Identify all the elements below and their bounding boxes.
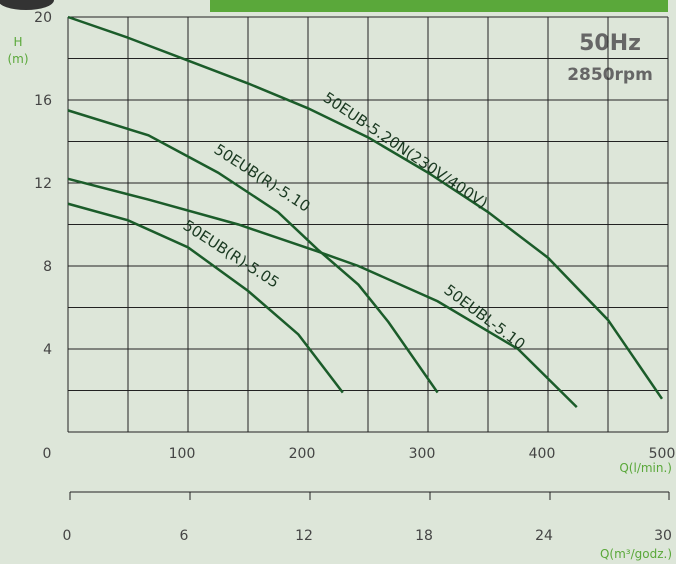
header-bar xyxy=(210,0,668,12)
annotation: 50Hz xyxy=(579,31,641,56)
curve xyxy=(67,15,664,400)
y-tick-label: 8 xyxy=(43,259,52,275)
x2-tick-label: 24 xyxy=(535,528,553,544)
x-axis-label: Q(l/min.) xyxy=(619,461,672,475)
x-tick-label: 100 xyxy=(169,446,196,462)
y-tick-label: 16 xyxy=(34,93,52,109)
x-tick-label: 500 xyxy=(649,446,676,462)
curve xyxy=(67,202,344,394)
x-tick-label: 400 xyxy=(529,446,556,462)
y-axis-label: H xyxy=(13,35,22,49)
x-tick-label: 200 xyxy=(289,446,316,462)
x2-axis-label: Q(m³/godz.) xyxy=(600,547,672,561)
annotation: 2850rpm xyxy=(567,65,653,85)
x-tick-label: 0 xyxy=(43,446,52,462)
logo xyxy=(0,0,54,10)
curve xyxy=(67,177,578,408)
x2-tick-label: 6 xyxy=(180,528,189,544)
curve xyxy=(67,109,439,394)
y-tick-label: 4 xyxy=(43,342,52,358)
y-tick-label: 12 xyxy=(34,176,52,192)
y-axis-label: (m) xyxy=(7,52,28,66)
x-tick-label: 300 xyxy=(409,446,436,462)
x2-tick-label: 12 xyxy=(295,528,313,544)
x2-tick-label: 30 xyxy=(654,528,672,544)
x2-tick-label: 0 xyxy=(63,528,72,544)
y-tick-label: 20 xyxy=(34,10,52,26)
x2-tick-label: 18 xyxy=(415,528,433,544)
